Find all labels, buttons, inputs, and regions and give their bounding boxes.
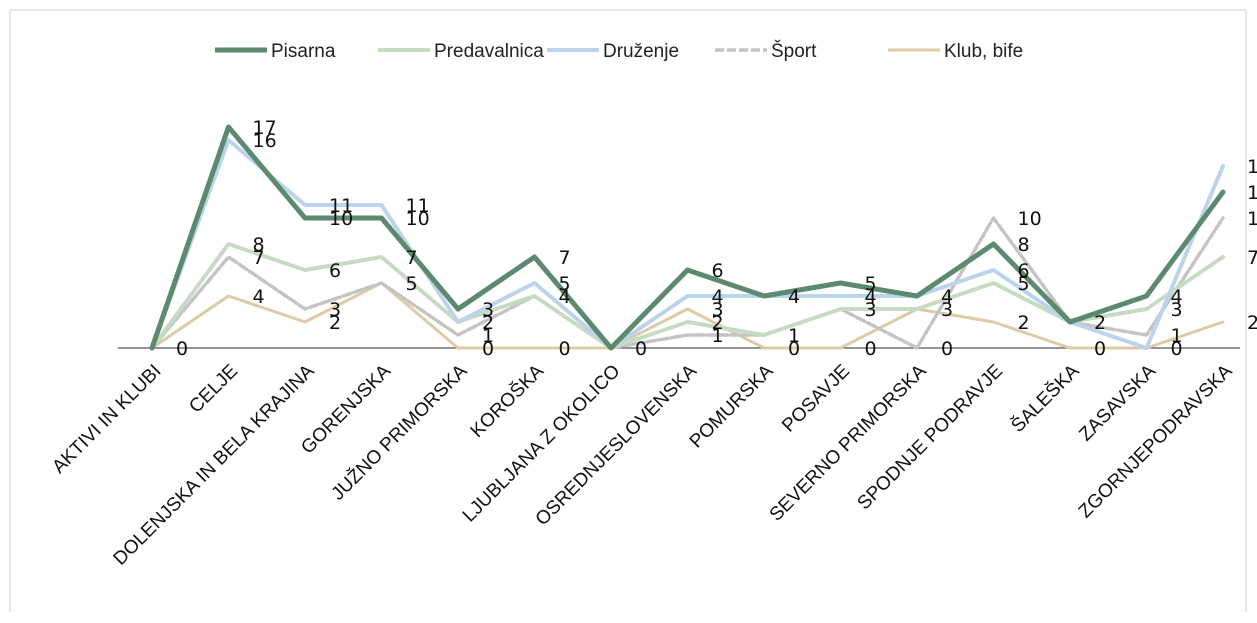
category-label-14: ZGORNJEPODRAVSKA <box>1075 360 1237 522</box>
legend-label-0: Pisarna <box>271 41 336 62</box>
series-line-3 <box>150 216 1225 350</box>
data-label-16: 2 <box>482 312 494 334</box>
data-label-19: 7 <box>559 247 571 269</box>
legend-label-3: Šport <box>771 40 817 62</box>
data-label-46: 4 <box>1171 286 1183 308</box>
series-line-2 <box>150 138 1225 350</box>
data-label-50: 14 <box>1247 156 1257 178</box>
category-label-1: CELJE <box>185 361 242 418</box>
data-label-5: 4 <box>253 286 265 308</box>
data-label-0: 0 <box>176 338 188 360</box>
data-label-47: 3 <box>1171 299 1183 321</box>
category-label-7: OSREDNJESLOVENSKA <box>532 360 702 530</box>
data-label-3: 8 <box>253 234 265 256</box>
data-label-28: 1 <box>712 325 724 347</box>
data-label-44: 2 <box>1094 312 1106 334</box>
category-label-0: AKTIVI IN KLUBI <box>48 361 165 478</box>
data-label-34: 3 <box>865 299 877 321</box>
data-label-10: 2 <box>329 312 341 334</box>
category-label-11: SPODNJE PODRAVJE <box>854 361 1007 514</box>
series-line-4 <box>150 281 1225 350</box>
data-label-18: 0 <box>482 338 494 360</box>
data-label-1: 17 <box>253 117 277 139</box>
series-line-0 <box>149 124 1226 351</box>
data-label-24: 6 <box>712 260 724 282</box>
data-label-9: 3 <box>329 299 341 321</box>
data-label-2: 16 <box>253 130 277 152</box>
data-label-27: 2 <box>712 312 724 334</box>
data-label-12: 10 <box>406 208 430 230</box>
data-label-52: 10 <box>1247 208 1257 230</box>
legend-label-4: Klub, bife <box>944 41 1023 62</box>
data-label-29: 4 <box>788 286 800 308</box>
legend-label-2: Druženje <box>603 41 679 62</box>
category-label-9: POSAVJE <box>778 361 854 437</box>
data-label-36: 4 <box>941 286 953 308</box>
data-label-43: 2 <box>1018 312 1030 334</box>
data-label-35: 0 <box>865 338 877 360</box>
series-lines <box>149 124 1226 351</box>
data-label-17: 1 <box>482 325 494 347</box>
data-label-23: 0 <box>635 338 647 360</box>
data-label-42: 5 <box>1018 273 1030 295</box>
data-label-54: 2 <box>1247 312 1257 334</box>
data-label-15: 3 <box>482 299 494 321</box>
chart-legend: Pisarna Predavalnica Druženje Šport Klub, bi… <box>215 40 1023 62</box>
data-label-33: 4 <box>865 286 877 308</box>
data-label-21: 4 <box>559 286 571 308</box>
data-label-39: 10 <box>1018 208 1042 230</box>
data-label-11: 11 <box>406 195 430 217</box>
series-line-1 <box>150 242 1225 350</box>
data-label-8: 6 <box>329 260 341 282</box>
data-label-7: 10 <box>329 208 353 230</box>
data-label-26: 3 <box>712 299 724 321</box>
category-label-6: LJUBLJANA Z OKOLICO <box>459 361 625 527</box>
data-label-53: 7 <box>1247 247 1257 269</box>
data-label-49: 0 <box>1171 338 1183 360</box>
category-label-10: SEVERNO PRIMORSKA <box>766 360 931 525</box>
data-label-4: 7 <box>253 247 265 269</box>
category-label-12: ŠALEŠKA <box>1007 360 1084 437</box>
data-label-6: 11 <box>329 195 353 217</box>
data-label-48: 1 <box>1171 325 1183 347</box>
data-label-51: 12 <box>1247 182 1257 204</box>
category-label-5: KOROŠKA <box>466 360 548 442</box>
data-label-41: 6 <box>1018 260 1030 282</box>
category-label-4: JUŽNO PRIMORSKA <box>327 360 472 505</box>
data-label-30: 1 <box>788 325 800 347</box>
data-label-32: 5 <box>865 273 877 295</box>
category-label-13: ZASAVSKA <box>1075 360 1160 445</box>
data-label-13: 7 <box>406 247 418 269</box>
data-label-14: 5 <box>406 273 418 295</box>
data-label-40: 8 <box>1018 234 1030 256</box>
data-label-20: 5 <box>559 273 571 295</box>
legend-label-1: Predavalnica <box>434 41 544 62</box>
data-label-31: 0 <box>788 338 800 360</box>
data-label-37: 3 <box>941 299 953 321</box>
data-label-25: 4 <box>712 286 724 308</box>
data-label-45: 0 <box>1094 338 1106 360</box>
data-label-38: 0 <box>941 338 953 360</box>
data-label-22: 0 <box>559 338 571 360</box>
